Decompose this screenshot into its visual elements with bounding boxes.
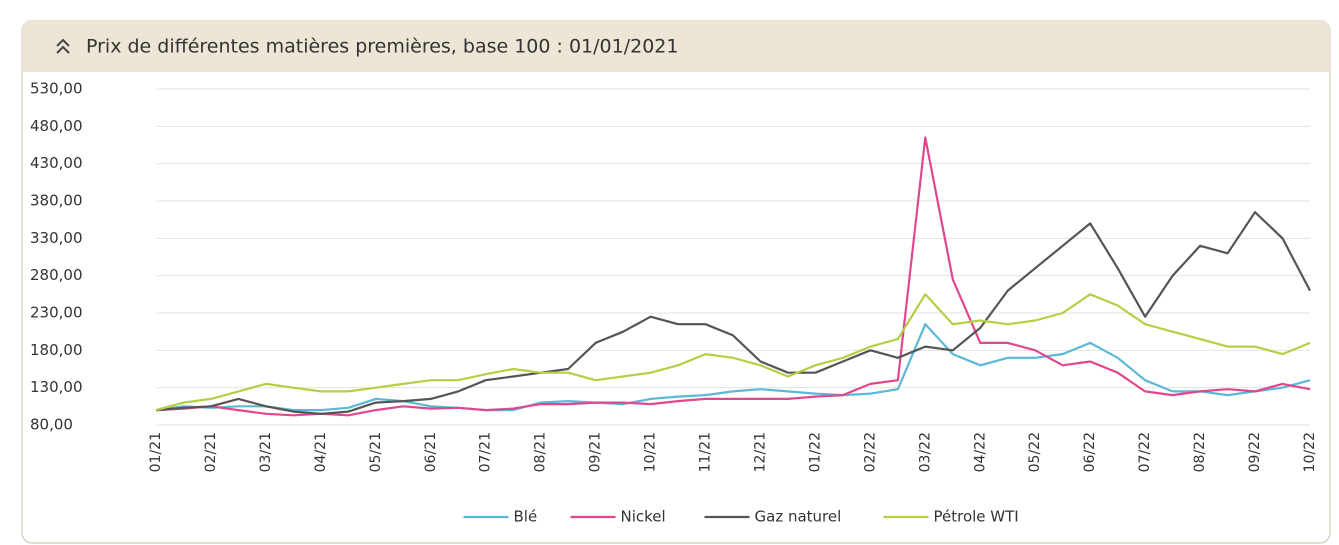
y-tick-label: 230,00 [30,304,83,322]
x-tick-label: 12/21 [752,432,768,472]
y-tick-label: 180,00 [30,341,83,359]
x-tick-label: 08/22 [1192,432,1208,472]
legend-label: Gaz naturel [755,508,842,526]
y-tick-label: 130,00 [30,378,83,396]
y-tick-label: 380,00 [30,192,83,210]
collapse-icon[interactable] [56,38,70,54]
x-tick-label: 08/21 [533,432,549,472]
y-tick-label: 80,00 [30,416,73,434]
y-tick-label: 430,00 [30,154,83,172]
x-tick-label: 01/22 [807,432,823,472]
series-line [155,136,1311,417]
x-tick-label: 06/22 [1082,432,1098,472]
legend-label: Nickel [621,508,666,526]
x-tick-label: 09/22 [1247,432,1263,472]
x-tick-label: 11/21 [698,432,714,472]
x-tick-label: 06/21 [423,432,439,472]
series-line [155,293,1311,412]
legend-label: Blé [514,508,538,526]
x-tick-label: 02/21 [203,432,219,472]
x-tick-label: 03/22 [917,432,933,472]
x-tick-label: 10/21 [643,432,659,472]
series-line [155,211,1311,415]
x-tick-label: 05/22 [1027,432,1043,472]
x-tick-label: 01/21 [148,432,164,472]
y-tick-label: 530,00 [30,80,83,98]
x-tick-label: 10/22 [1302,432,1318,472]
y-tick-label: 330,00 [30,229,83,247]
series-line [155,323,1311,412]
x-tick-label: 07/22 [1137,432,1153,472]
chart-title: Prix de différentes matières premières, … [86,36,678,58]
x-tick-label: 04/22 [972,432,988,472]
x-tick-label: 07/21 [478,432,494,472]
x-tick-label: 04/21 [313,432,329,472]
y-tick-label: 280,00 [30,266,83,284]
legend-label: Pétrole WTI [934,508,1019,526]
y-tick-label: 480,00 [30,117,83,135]
x-tick-label: 05/21 [368,432,384,472]
x-tick-label: 02/22 [862,432,878,472]
x-tick-label: 09/21 [588,432,604,472]
panel-header [22,21,1330,72]
x-tick-label: 03/21 [258,432,274,472]
